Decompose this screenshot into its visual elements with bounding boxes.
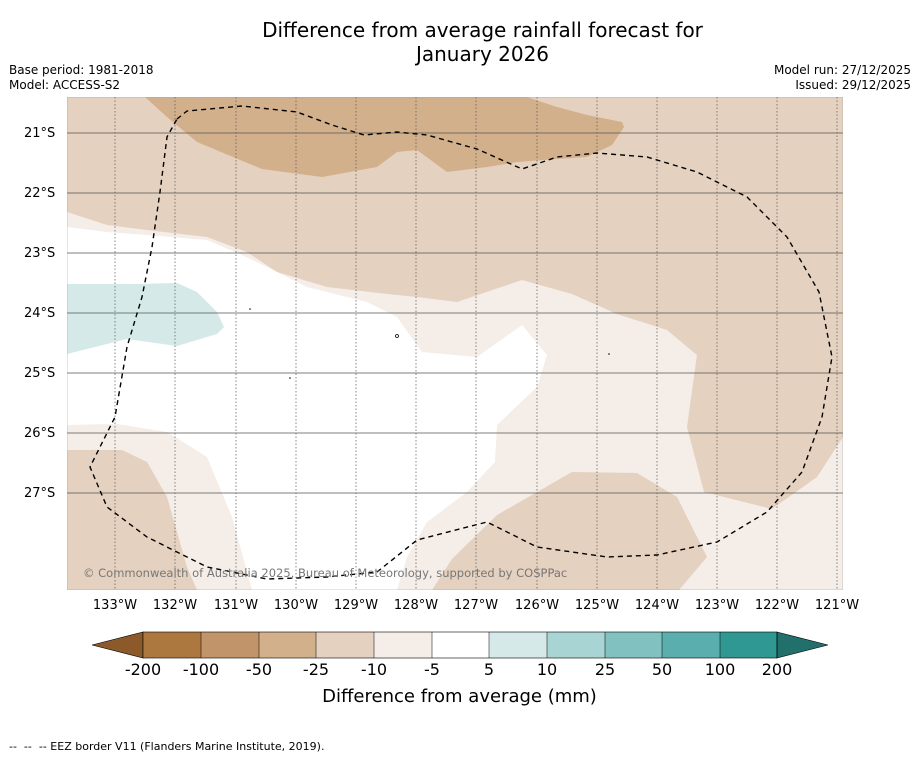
- metadata-left: Base period: 1981-2018 Model: ACCESS-S2: [9, 63, 154, 93]
- latitude-gridlines: [67, 132, 843, 494]
- colorbar-segment: [374, 632, 432, 658]
- colorbar-segment: [720, 632, 777, 658]
- lat-label-27s: 27°S: [24, 486, 56, 501]
- colorbar-tick: -100: [182, 660, 220, 679]
- region-plus-5-to-10: [67, 283, 224, 354]
- colorbar-extend-low: [91, 631, 144, 659]
- colorbar-tick: 5: [483, 660, 495, 679]
- colorbar-tick: 25: [594, 660, 616, 679]
- lon-label-127w: 127°W: [453, 598, 499, 613]
- chart-title: Difference from average rainfall forecas…: [0, 18, 919, 66]
- colorbar-segment: [547, 632, 605, 658]
- colorbar-segment: [605, 632, 662, 658]
- colorbar-segment: [432, 632, 489, 658]
- colorbar-tick: 10: [536, 660, 558, 679]
- title-line-2: January 2026: [415, 42, 550, 66]
- model-run: Model run: 27/12/2025: [773, 63, 911, 77]
- longitude-gridlines: [114, 97, 838, 590]
- base-period: Base period: 1981-2018: [9, 63, 154, 77]
- model-name: Model: ACCESS-S2: [9, 78, 121, 92]
- lon-label-132w: 132°W: [152, 598, 198, 613]
- lon-label-131w: 131°W: [213, 598, 259, 613]
- island-mark: [289, 377, 291, 379]
- lon-label-129w: 129°W: [333, 598, 379, 613]
- colorbar-tick: 200: [761, 660, 793, 679]
- eez-legend: -- -- -- EEZ border V11 (Flanders Marine…: [9, 740, 325, 753]
- title-line-1: Difference from average rainfall forecas…: [262, 18, 703, 42]
- colorbar-tick: -200: [124, 660, 162, 679]
- copyright-notice: © Commonwealth of Australia 2025, Bureau…: [83, 566, 567, 580]
- region-minus-10-to-25-southwest: [67, 450, 197, 590]
- island-mark: [608, 353, 610, 355]
- colorbar-tick: -5: [424, 660, 440, 679]
- rainfall-map: © Commonwealth of Australia 2025, Bureau…: [67, 97, 843, 590]
- colorbar-extend-high: [776, 631, 829, 659]
- issued-date: Issued: 29/12/2025: [795, 78, 911, 92]
- island-mark: [395, 334, 399, 338]
- lon-label-121w: 121°W: [814, 598, 860, 613]
- lon-label-130w: 130°W: [273, 598, 319, 613]
- lon-label-122w: 122°W: [754, 598, 800, 613]
- colorbar-segment: [201, 632, 259, 658]
- eez-border: [89, 105, 833, 580]
- lat-label-21s: 21°S: [24, 126, 56, 141]
- colorbar-segment: [259, 632, 316, 658]
- colorbar: [91, 631, 829, 659]
- colorbar-segment: [489, 632, 547, 658]
- lon-label-124w: 124°W: [634, 598, 680, 613]
- lat-label-25s: 25°S: [24, 366, 56, 381]
- colorbar-tick: -50: [245, 660, 273, 679]
- region-minus-10-to-25-south: [432, 472, 707, 590]
- lat-label-23s: 23°S: [24, 246, 56, 261]
- colorbar-segment: [662, 632, 720, 658]
- lon-label-133w: 133°W: [92, 598, 138, 613]
- region-minus-25-to-50: [145, 97, 624, 177]
- island-mark: [249, 308, 251, 310]
- lon-label-126w: 126°W: [514, 598, 560, 613]
- lat-label-24s: 24°S: [24, 306, 56, 321]
- colorbar-segment: [143, 632, 201, 658]
- lon-label-128w: 128°W: [393, 598, 439, 613]
- lat-label-26s: 26°S: [24, 426, 56, 441]
- colorbar-label: Difference from average (mm): [322, 686, 597, 707]
- lon-label-123w: 123°W: [694, 598, 740, 613]
- colorbar-tick: -10: [360, 660, 388, 679]
- lon-label-125w: 125°W: [574, 598, 620, 613]
- metadata-right: Model run: 27/12/2025 Issued: 29/12/2025: [774, 63, 911, 93]
- colorbar-tick: 50: [651, 660, 673, 679]
- colorbar-segment: [316, 632, 374, 658]
- lat-label-22s: 22°S: [24, 186, 56, 201]
- colorbar-tick: -25: [302, 660, 330, 679]
- colorbar-tick: 100: [704, 660, 736, 679]
